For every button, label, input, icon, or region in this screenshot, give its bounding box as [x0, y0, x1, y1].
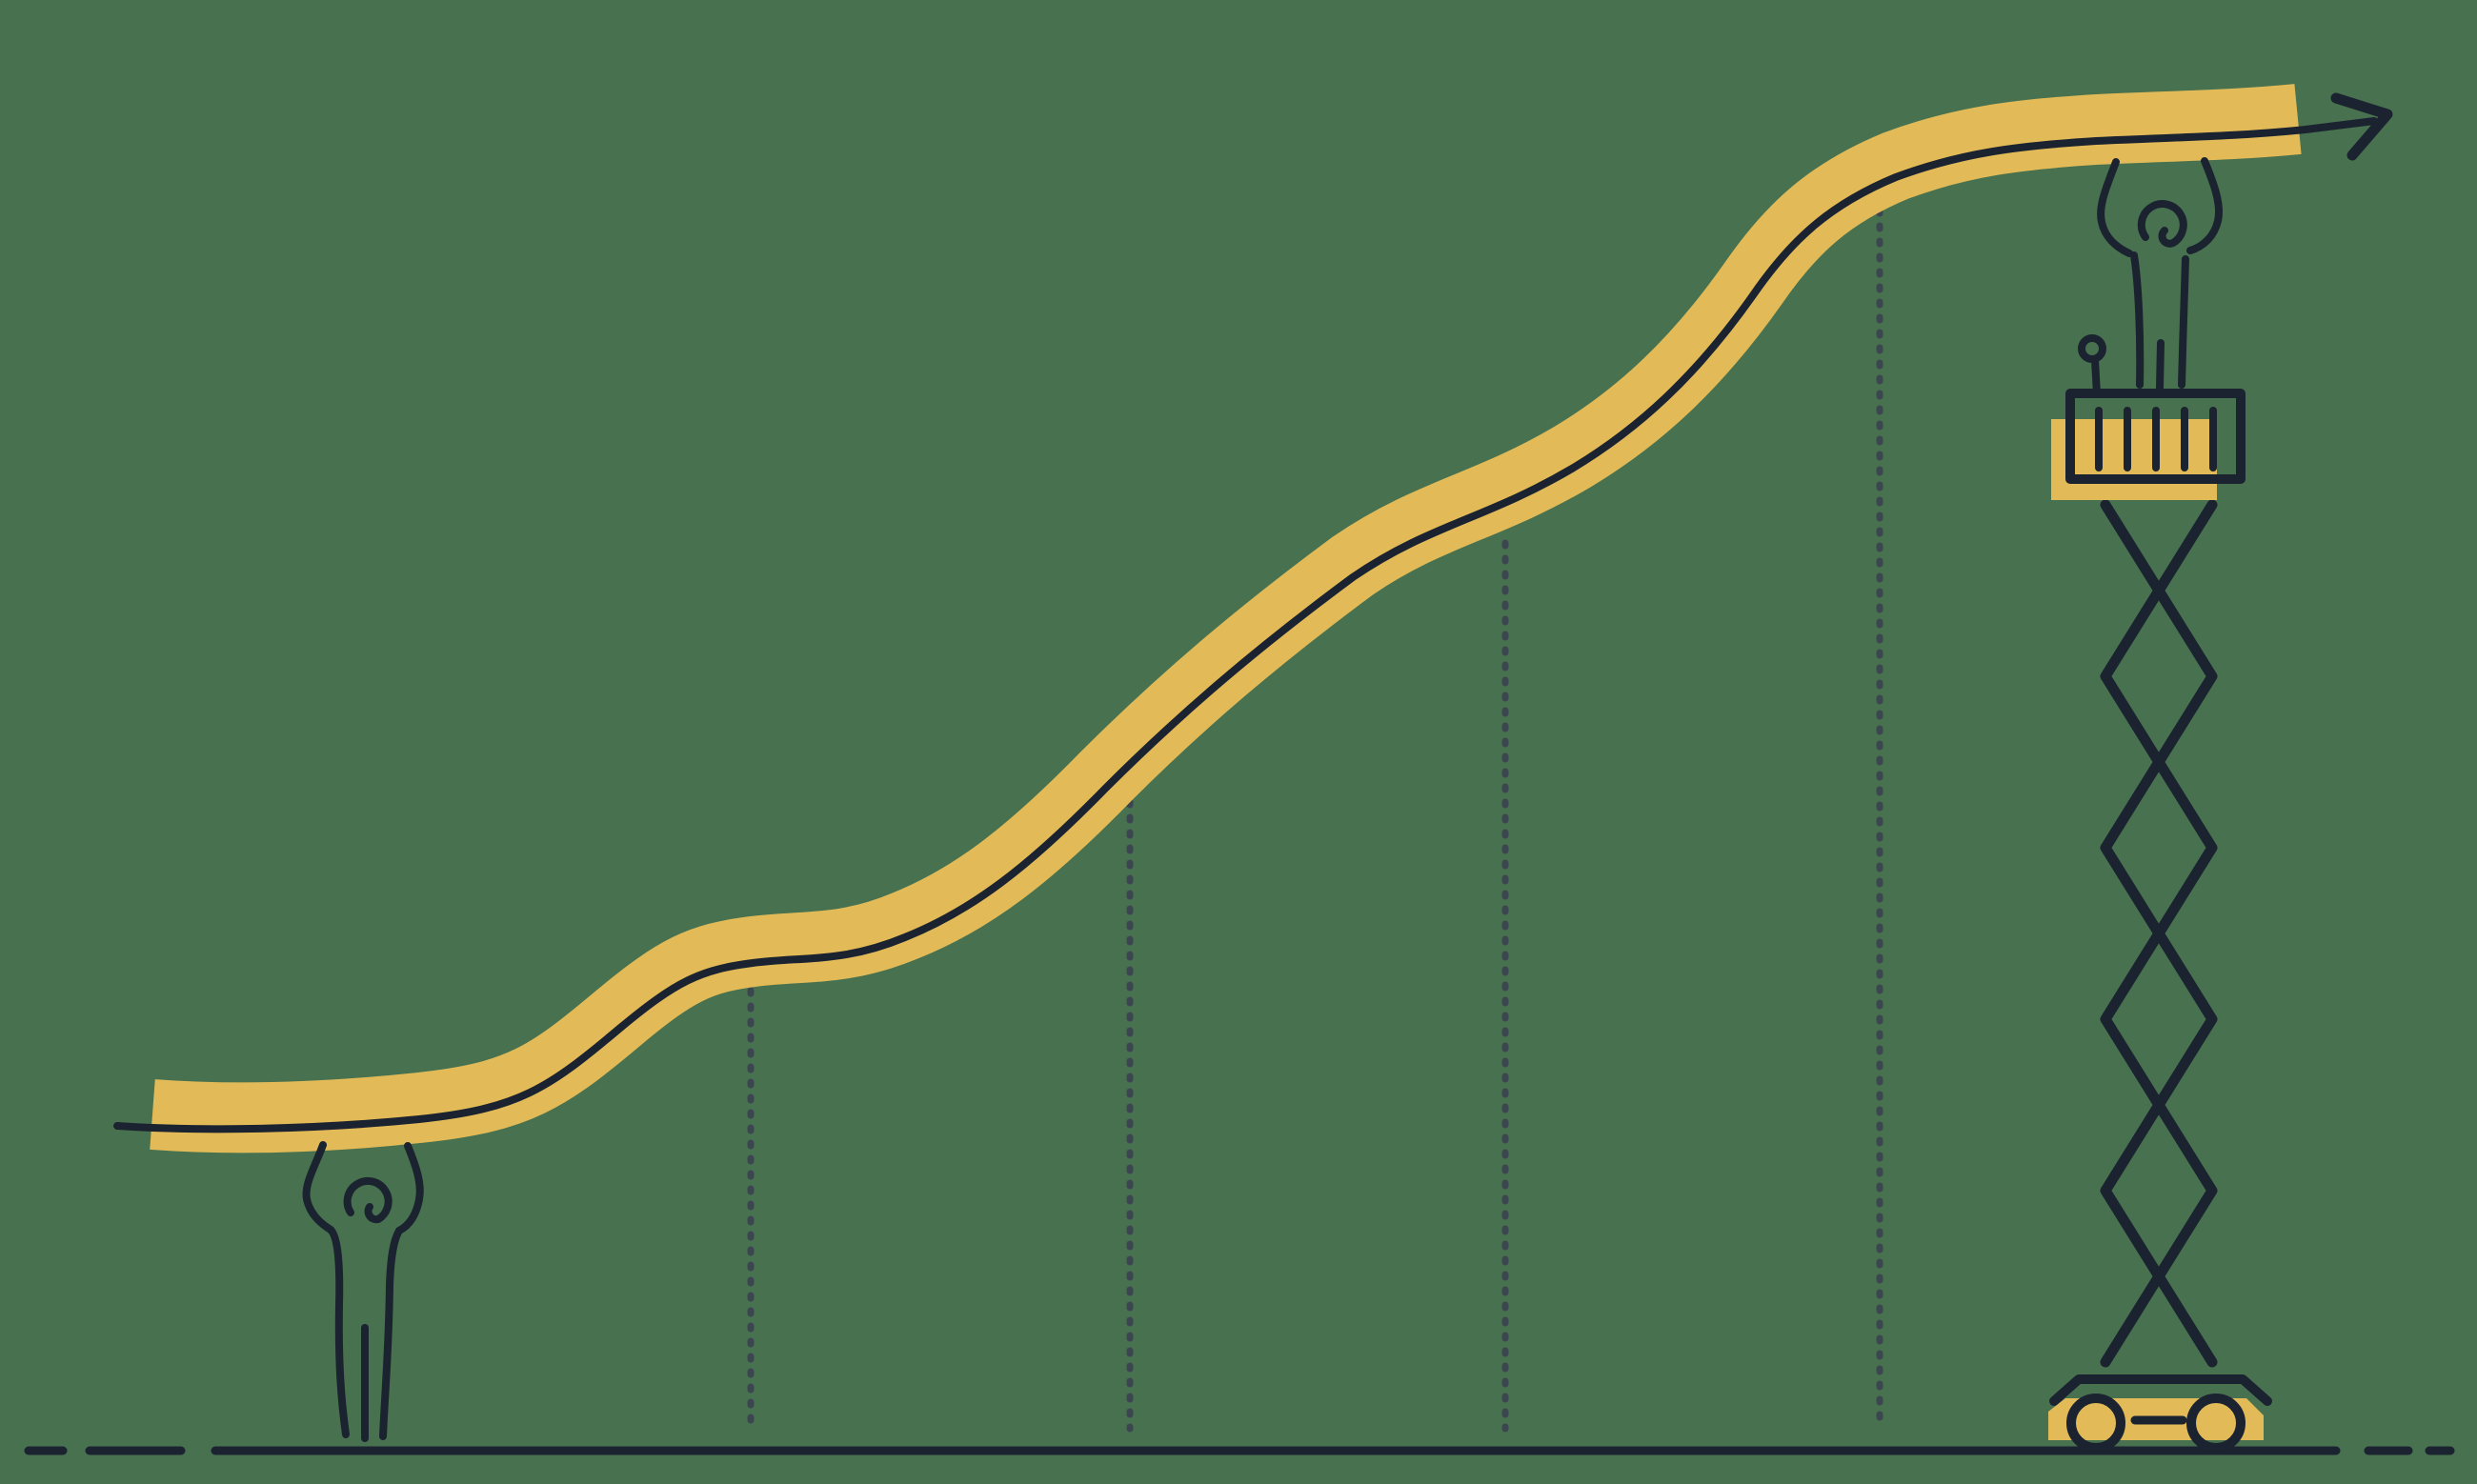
lift-person-arm-left	[2097, 158, 2133, 257]
lift-person-body-right	[2178, 255, 2189, 389]
lift-person	[2097, 157, 2223, 391]
lift-person-arm-right	[2186, 157, 2223, 254]
platform-rail-ticks	[2095, 407, 2217, 471]
left-person	[302, 1141, 424, 1442]
antenna-tip	[2078, 334, 2106, 363]
scissor-lift	[2048, 334, 2272, 1453]
arrowhead-icon	[2330, 92, 2393, 161]
platform-frame	[2065, 389, 2245, 484]
lift-person-legs-center	[2156, 339, 2165, 391]
left-person-body-right	[379, 1227, 403, 1440]
left-person-arm-right	[395, 1142, 424, 1234]
growth-curve-band	[150, 84, 2302, 1153]
lift-person-body-left	[2130, 251, 2145, 389]
platform-fill	[2051, 419, 2217, 500]
scissor-arm-b	[2100, 499, 2218, 1368]
wheel-right	[2186, 1394, 2245, 1453]
base-fender	[2049, 1374, 2272, 1406]
left-person-head	[343, 1176, 393, 1224]
antenna-stem	[2091, 356, 2101, 398]
left-person-arm-left	[302, 1141, 334, 1233]
wheel-left	[2066, 1394, 2125, 1453]
left-person-body-left	[327, 1226, 350, 1438]
growth-curve-line	[113, 117, 2378, 1133]
lift-person-head	[2137, 200, 2187, 248]
milestone-guides	[747, 191, 1883, 1433]
